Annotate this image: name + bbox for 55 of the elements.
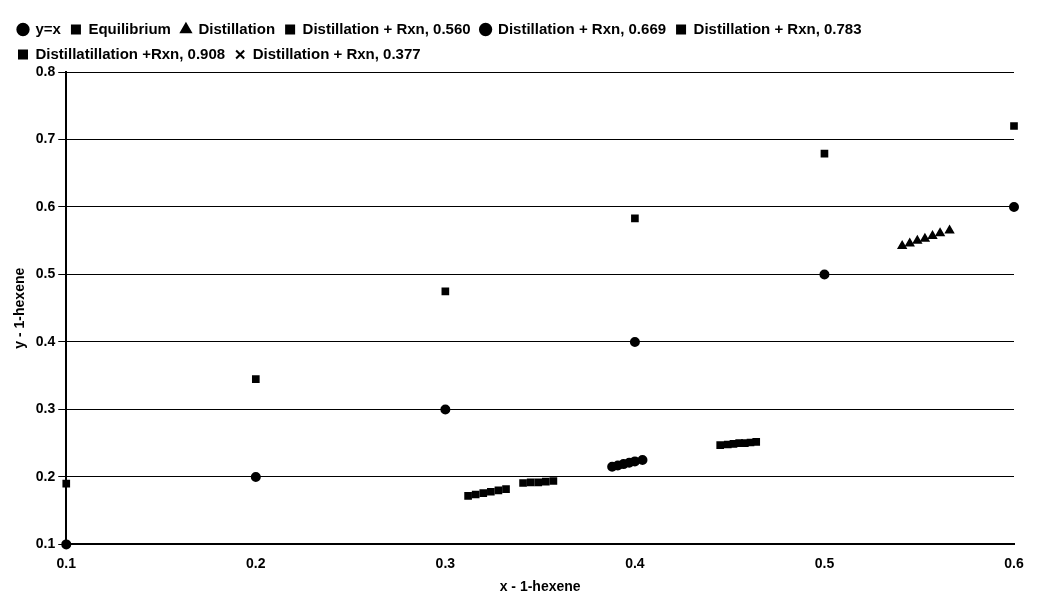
point xyxy=(897,241,907,250)
legend-label: Equilibrium xyxy=(88,19,171,37)
x-tick-label: 0.2 xyxy=(246,554,266,571)
point xyxy=(1009,201,1019,212)
x-tick-label: 0.1 xyxy=(56,554,77,571)
y-tick-label: 0.2 xyxy=(35,467,56,484)
point xyxy=(912,235,922,244)
y-axis-title: y - 1-hexene xyxy=(11,267,28,349)
point xyxy=(629,336,640,347)
point xyxy=(526,478,535,487)
point xyxy=(502,485,510,493)
legend-label: Distillation + Rxn, 0.377 xyxy=(252,44,421,62)
point xyxy=(945,225,955,234)
point xyxy=(440,404,451,415)
x-tick-label: 0.4 xyxy=(625,554,645,571)
y-tick-label: 0.7 xyxy=(35,130,56,147)
y-tick-label: 0.3 xyxy=(35,400,56,417)
y-tick-label: 0.1 xyxy=(35,535,56,552)
y-tick-label: 0.4 xyxy=(35,332,56,349)
x-axis-title: x - 1-hexene xyxy=(499,578,581,595)
point xyxy=(741,439,749,447)
legend-label: Distillation xyxy=(198,19,276,37)
point xyxy=(920,233,930,242)
point xyxy=(479,489,488,497)
point xyxy=(637,455,648,466)
point xyxy=(716,441,725,450)
y-tick-label: 0.5 xyxy=(35,265,56,282)
point xyxy=(250,471,261,482)
y-tick-label: 0.8 xyxy=(35,62,56,79)
point xyxy=(935,228,945,237)
point xyxy=(905,238,915,247)
y-tick-label: 0.6 xyxy=(35,197,56,214)
legend-label: y=x xyxy=(35,19,62,37)
legend-label: Distillation + Rxn, 0.783 xyxy=(693,19,862,37)
x-tick-label: 0.5 xyxy=(814,554,835,571)
x-tick-label: 0.6 xyxy=(1004,554,1024,571)
point xyxy=(541,477,550,486)
legend-label: Distillation + Rxn, 0.669 xyxy=(498,19,667,37)
point xyxy=(519,479,527,487)
point xyxy=(752,437,761,446)
legend-label: Distillatillation +Rxn, 0.908 xyxy=(35,44,226,62)
point xyxy=(61,539,72,550)
point xyxy=(819,269,830,280)
point xyxy=(251,375,260,383)
legend-label: Distillation + Rxn, 0.560 xyxy=(302,19,471,37)
point xyxy=(928,230,937,239)
point xyxy=(464,491,472,500)
point xyxy=(471,490,480,499)
point xyxy=(631,214,639,223)
point xyxy=(62,479,71,488)
point xyxy=(487,487,495,496)
point xyxy=(534,478,543,487)
point xyxy=(1010,122,1018,130)
x-tick-label: 0.3 xyxy=(435,554,456,571)
point xyxy=(549,477,558,485)
